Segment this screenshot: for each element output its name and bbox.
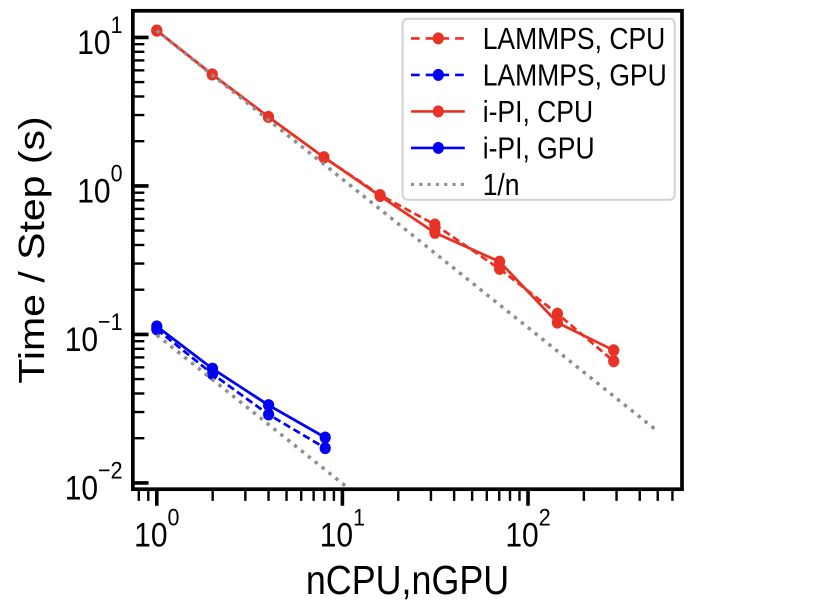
svg-text:10: 10: [77, 23, 110, 61]
svg-text:1: 1: [353, 503, 365, 531]
svg-text:10: 10: [134, 516, 167, 554]
svg-text:10: 10: [77, 172, 110, 210]
svg-text:i-PI, GPU: i-PI, GPU: [483, 132, 595, 166]
svg-text:10: 10: [320, 516, 353, 554]
svg-text:nCPU,nGPU: nCPU,nGPU: [306, 558, 509, 604]
svg-text:10: 10: [65, 469, 98, 507]
svg-text:2: 2: [539, 503, 551, 531]
svg-text:i-PI, CPU: i-PI, CPU: [483, 95, 593, 129]
svg-text:10: 10: [505, 516, 538, 554]
svg-text:Time / Step (s): Time / Step (s): [12, 116, 52, 383]
svg-text:−1: −1: [98, 308, 122, 336]
svg-text:LAMMPS, GPU: LAMMPS, GPU: [483, 59, 667, 93]
svg-text:−2: −2: [98, 456, 122, 484]
svg-text:0: 0: [111, 159, 123, 187]
svg-text:LAMMPS, CPU: LAMMPS, CPU: [483, 22, 666, 56]
svg-text:1: 1: [111, 11, 123, 39]
svg-text:10: 10: [65, 320, 98, 358]
svg-text:0: 0: [168, 503, 180, 531]
svg-text:1/n: 1/n: [483, 168, 520, 202]
